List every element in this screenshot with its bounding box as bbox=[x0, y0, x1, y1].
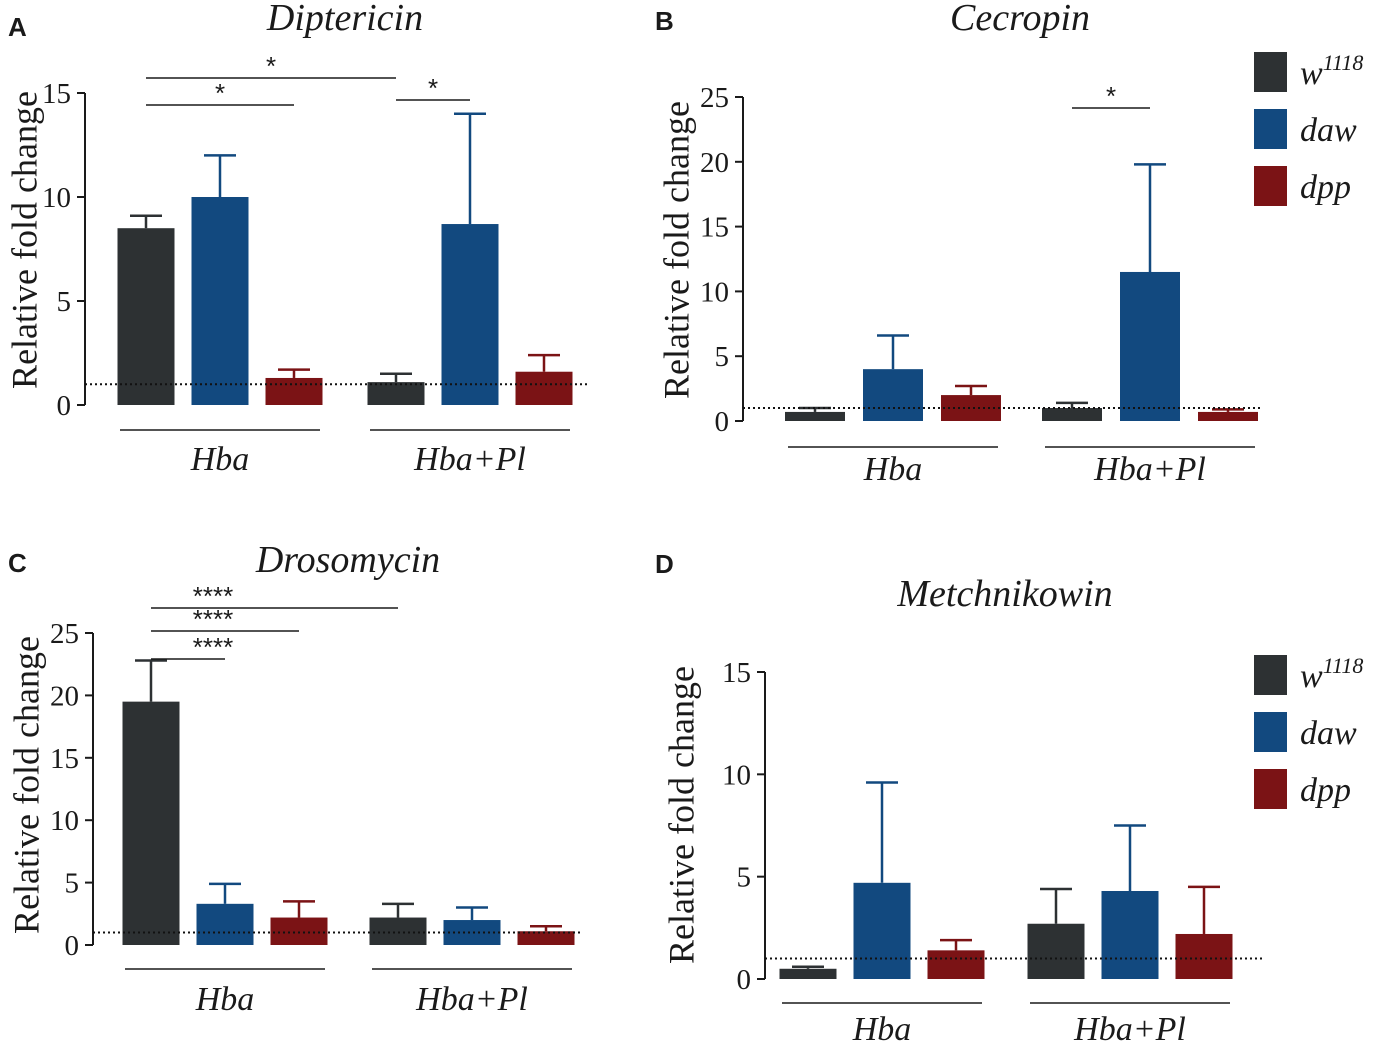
bar-w1118 bbox=[1028, 924, 1085, 979]
group-label: Hba+Pl bbox=[413, 441, 526, 478]
bar-w1118 bbox=[123, 702, 180, 945]
bar-dpp bbox=[266, 378, 323, 405]
bar-dpp bbox=[1198, 412, 1258, 421]
group-label: Hba+Pl bbox=[1073, 1011, 1186, 1045]
group-label: Hba bbox=[195, 981, 255, 1018]
group-label: Hba+Pl bbox=[415, 981, 528, 1018]
y-tick-label: 25 bbox=[700, 82, 729, 114]
panel-letter: A bbox=[8, 12, 27, 42]
bar-daw bbox=[1102, 891, 1159, 979]
group-label: Hba bbox=[863, 451, 923, 488]
bar-w1118 bbox=[118, 228, 175, 405]
y-tick-label: 15 bbox=[700, 212, 729, 244]
y-tick-label: 15 bbox=[722, 657, 751, 689]
bar-dpp bbox=[271, 918, 328, 945]
group-label: Hba+Pl bbox=[1093, 451, 1206, 488]
y-tick-label: 25 bbox=[50, 618, 79, 650]
chart-title: Drosomycin bbox=[255, 539, 440, 581]
bar-w1118 bbox=[780, 969, 837, 979]
legend-label-dpp: dpp bbox=[1300, 169, 1351, 206]
legend-label-w1118: w1118 bbox=[1300, 653, 1363, 695]
legend-label-dpp: dpp bbox=[1300, 772, 1351, 809]
legend-label-daw: daw bbox=[1300, 112, 1357, 149]
bar-daw bbox=[1120, 272, 1180, 421]
bar-dpp bbox=[928, 950, 985, 979]
chart-title: Diptericin bbox=[266, 0, 423, 39]
y-tick-label: 10 bbox=[42, 182, 71, 214]
y-tick-label: 15 bbox=[42, 78, 71, 110]
panel-letter: B bbox=[655, 6, 674, 36]
significance-stars: **** bbox=[193, 604, 233, 634]
y-tick-label: 5 bbox=[715, 341, 730, 373]
bar-w1118 bbox=[370, 918, 427, 945]
legend-label-w1118: w1118 bbox=[1300, 50, 1363, 92]
bar-daw bbox=[444, 920, 501, 945]
panel-metchnikowin: D Metchnikowin Relative fold change 0 5 10 15 H… bbox=[655, 549, 1262, 1045]
y-axis-label: Relative fold change bbox=[656, 101, 696, 399]
y-tick-label: 10 bbox=[700, 276, 729, 308]
figure: A Diptericin Relative fold change 0 5 10 15 Hba… bbox=[0, 0, 1375, 1045]
significance-stars: * bbox=[215, 78, 225, 108]
panel-letter: C bbox=[8, 548, 27, 578]
legend-label-daw: daw bbox=[1300, 715, 1357, 752]
y-tick-label: 5 bbox=[65, 868, 80, 900]
significance-stars: * bbox=[1106, 81, 1116, 111]
significance-stars: * bbox=[428, 73, 438, 103]
legend-bottom: w1118 daw dpp bbox=[1254, 653, 1363, 809]
y-tick-label: 5 bbox=[57, 286, 72, 318]
y-axis-label: Relative fold change bbox=[6, 636, 46, 934]
bar-w1118 bbox=[368, 382, 425, 405]
y-tick-label: 20 bbox=[50, 680, 79, 712]
group-label: Hba bbox=[852, 1011, 912, 1045]
panel-cecropin: B Cecropin Relative fold change 0 5 10 15 20 25 H… bbox=[655, 0, 1262, 488]
bar-daw bbox=[863, 369, 923, 421]
panel-letter: D bbox=[655, 549, 674, 579]
bar-w1118 bbox=[1042, 408, 1102, 421]
bar-dpp bbox=[516, 372, 573, 405]
y-tick-label: 10 bbox=[50, 805, 79, 837]
y-tick-label: 0 bbox=[65, 930, 80, 962]
legend-top: w1118 daw dpp bbox=[1254, 50, 1363, 206]
legend-swatch-w1118 bbox=[1254, 655, 1287, 695]
bar-daw bbox=[854, 883, 911, 979]
y-axis-label: Relative fold change bbox=[661, 666, 701, 964]
bar-dpp bbox=[518, 931, 575, 945]
significance-stars: **** bbox=[193, 632, 233, 662]
panel-drosomycin: C Drosomycin Relative fold change 0 5 10 15 20 2… bbox=[6, 539, 580, 1018]
chart-title: Cecropin bbox=[950, 0, 1090, 39]
y-tick-label: 20 bbox=[700, 147, 729, 179]
y-tick-label: 0 bbox=[737, 964, 752, 996]
bar-daw bbox=[442, 224, 499, 405]
y-axis-label: Relative fold change bbox=[4, 91, 44, 389]
legend-swatch-w1118 bbox=[1254, 52, 1287, 92]
y-tick-label: 0 bbox=[57, 390, 72, 422]
bar-dpp bbox=[1176, 934, 1233, 979]
y-tick-label: 0 bbox=[715, 406, 730, 438]
chart-title: Metchnikowin bbox=[896, 573, 1112, 615]
bar-w1118 bbox=[785, 412, 845, 421]
legend-swatch-daw bbox=[1254, 109, 1287, 149]
y-tick-label: 15 bbox=[50, 743, 79, 775]
legend-swatch-daw bbox=[1254, 712, 1287, 752]
significance-stars: * bbox=[266, 51, 276, 81]
y-tick-label: 5 bbox=[737, 862, 752, 894]
panel-diptericin: A Diptericin Relative fold change 0 5 10 15 Hba… bbox=[4, 0, 587, 478]
bar-daw bbox=[197, 904, 254, 945]
legend-swatch-dpp bbox=[1254, 769, 1287, 809]
legend-swatch-dpp bbox=[1254, 166, 1287, 206]
y-tick-label: 10 bbox=[722, 759, 751, 791]
group-label: Hba bbox=[190, 441, 250, 478]
bar-daw bbox=[192, 197, 249, 405]
